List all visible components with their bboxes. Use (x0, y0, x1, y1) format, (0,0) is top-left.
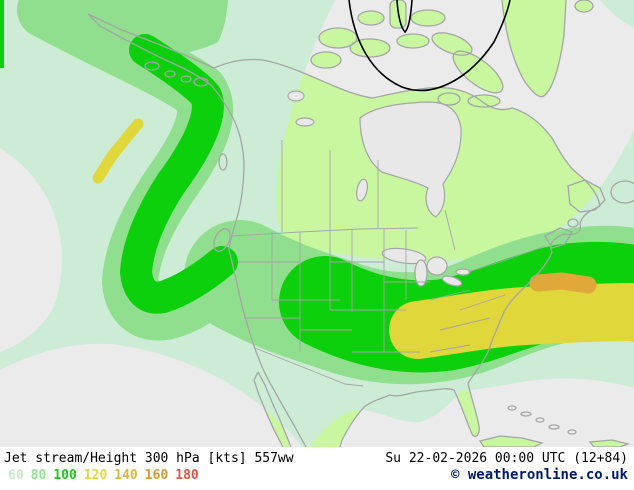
island (411, 10, 445, 26)
island (319, 28, 357, 48)
legend-value-80: 80 (30, 468, 47, 483)
copyright: © weatheronline.co.uk (450, 467, 628, 483)
greenland (502, 0, 566, 97)
map-datetime: Su 22-02-2026 00:00 UTC (12+84) (385, 451, 628, 466)
mexico-us-border (254, 347, 364, 387)
height-contour-main (348, 0, 511, 92)
bahamas-key (567, 429, 577, 435)
band-100kt-edge-stripe (0, 0, 4, 68)
legend-value-120: 120 (83, 468, 108, 483)
legend-value-160: 160 (144, 468, 169, 483)
legend-value-60: 60 (8, 468, 24, 483)
border-group (231, 140, 546, 387)
height-contour-inner (396, 0, 413, 34)
legend-value-100: 100 (53, 468, 77, 483)
island (432, 32, 472, 56)
lake-winnipeg (356, 178, 368, 202)
inland-water (287, 90, 471, 287)
island (358, 11, 384, 25)
band-120kt-pacific-streak (92, 118, 144, 184)
jetstream-map (0, 0, 634, 447)
bahamas-key (507, 405, 517, 411)
great-slave-lake (295, 117, 315, 127)
lake-ontario (455, 268, 471, 276)
island (438, 93, 460, 105)
lake-erie (441, 275, 463, 287)
hudson-bay (359, 101, 462, 218)
cuba (480, 436, 542, 447)
lake-superior (381, 247, 427, 265)
band-60kt-corner (600, 0, 634, 28)
great-bear-lake (287, 90, 305, 102)
island (575, 0, 593, 12)
island (311, 52, 341, 68)
caption-bar: Jet stream/Height 300 hPa [kts] 557ww Su… (0, 447, 634, 490)
map-title: Jet stream/Height 300 hPa [kts] 557ww (4, 451, 294, 466)
legend-value-180: 180 (175, 468, 199, 483)
lake-huron (426, 256, 448, 276)
lake-michigan (414, 259, 428, 287)
map-canvas (0, 0, 634, 447)
band-100kt-pacific (120, 34, 238, 314)
band-120kt-southern (389, 283, 634, 359)
band-140kt-core (529, 272, 597, 294)
st-lawrence-border (467, 245, 546, 273)
legend: 60 80 100 120 140 160 180 (8, 468, 206, 483)
island (397, 34, 429, 48)
coastline-group (87, 0, 634, 447)
bahamas-key (535, 417, 545, 423)
island-baffin (453, 51, 503, 93)
height-contour-group (348, 0, 511, 92)
legend-value-140: 140 (114, 468, 138, 483)
bahamas-key (520, 411, 532, 417)
jet-bands (0, 0, 634, 447)
bahamas-key (548, 424, 560, 430)
province-border (444, 209, 456, 251)
